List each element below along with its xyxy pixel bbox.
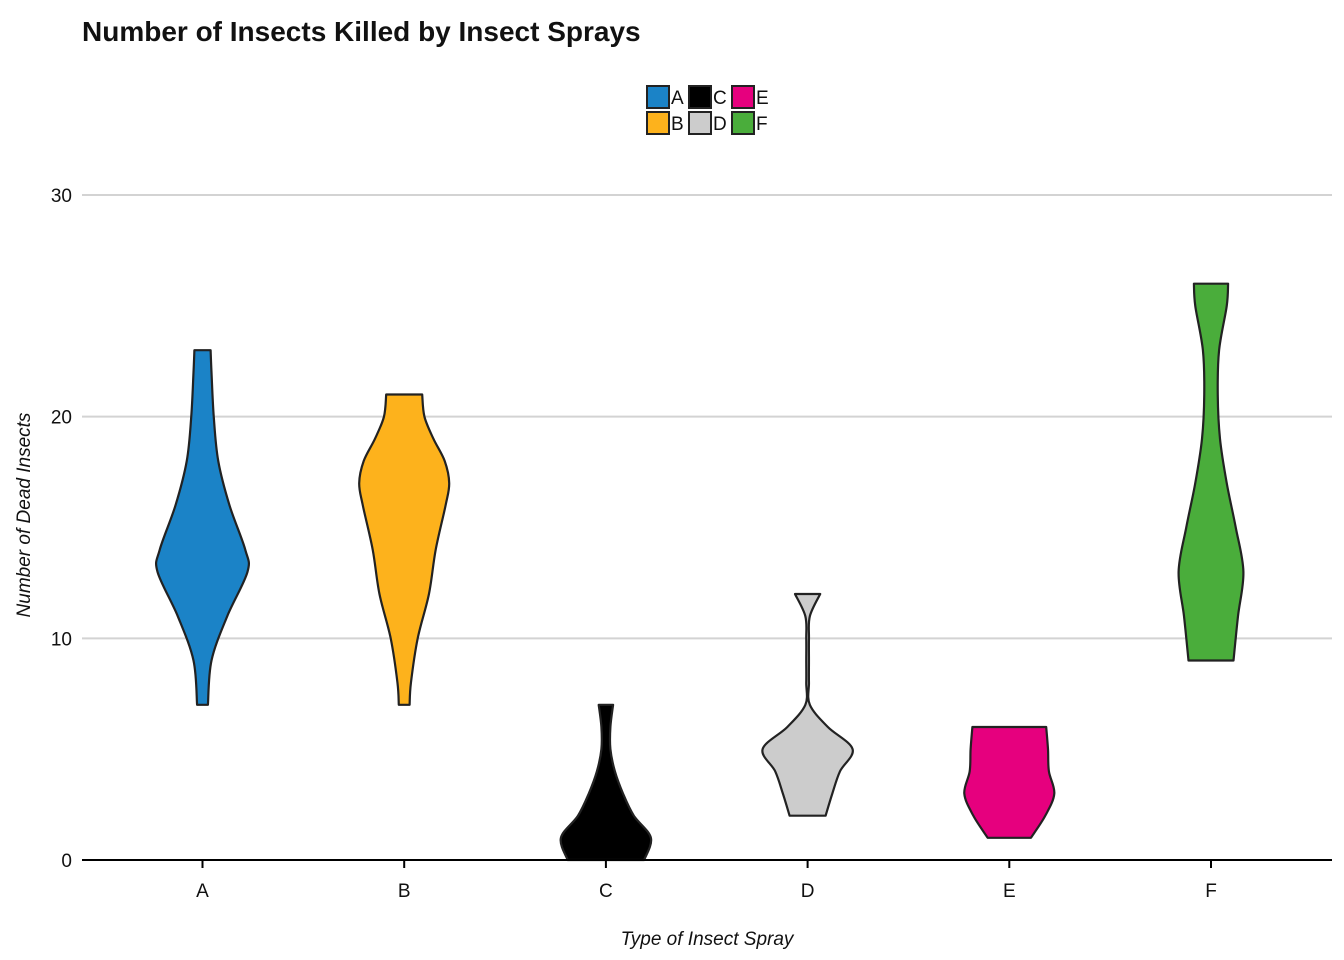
chart-title: Number of Insects Killed by Insect Spray… xyxy=(82,16,641,47)
violin-C xyxy=(559,703,653,862)
violin-F xyxy=(1177,282,1245,662)
legend-key-F xyxy=(731,111,755,135)
x-tick-label: A xyxy=(196,881,209,902)
violin-A xyxy=(155,349,250,706)
gridlines xyxy=(82,194,1332,640)
y-axis-title: Number of Dead Insects xyxy=(14,412,35,617)
legend-key-C xyxy=(688,85,712,109)
x-tick-label: F xyxy=(1205,881,1217,902)
legend-label-D: D xyxy=(713,114,727,135)
violin-D xyxy=(761,592,854,817)
y-tick-label: 10 xyxy=(51,629,72,650)
axes: 0 10 20 30 A B C D E F xyxy=(51,186,1332,902)
legend-key-A xyxy=(646,85,670,109)
legend-label-A: A xyxy=(671,88,684,109)
violins xyxy=(155,282,1245,862)
legend-key-B xyxy=(646,111,670,135)
y-tick-label: 20 xyxy=(51,408,72,429)
x-axis-title: Type of Insect Spray xyxy=(621,929,795,950)
x-tick-label: D xyxy=(801,881,815,902)
legend-label-F: F xyxy=(756,114,768,135)
x-tick-label: E xyxy=(1003,881,1016,902)
legend-key-D xyxy=(688,111,712,135)
legend-label-C: C xyxy=(713,88,727,109)
y-tick-label: 0 xyxy=(61,851,72,872)
y-tick-label: 30 xyxy=(51,186,72,207)
x-tick-label: B xyxy=(398,881,411,902)
legend-key-E xyxy=(731,85,755,109)
x-tick-label: C xyxy=(599,881,613,902)
legend-label-B: B xyxy=(671,114,684,135)
legend: AB CD EF xyxy=(646,85,769,135)
violin-E xyxy=(963,725,1056,839)
violin-B xyxy=(358,393,451,706)
legend-label-E: E xyxy=(756,88,769,109)
